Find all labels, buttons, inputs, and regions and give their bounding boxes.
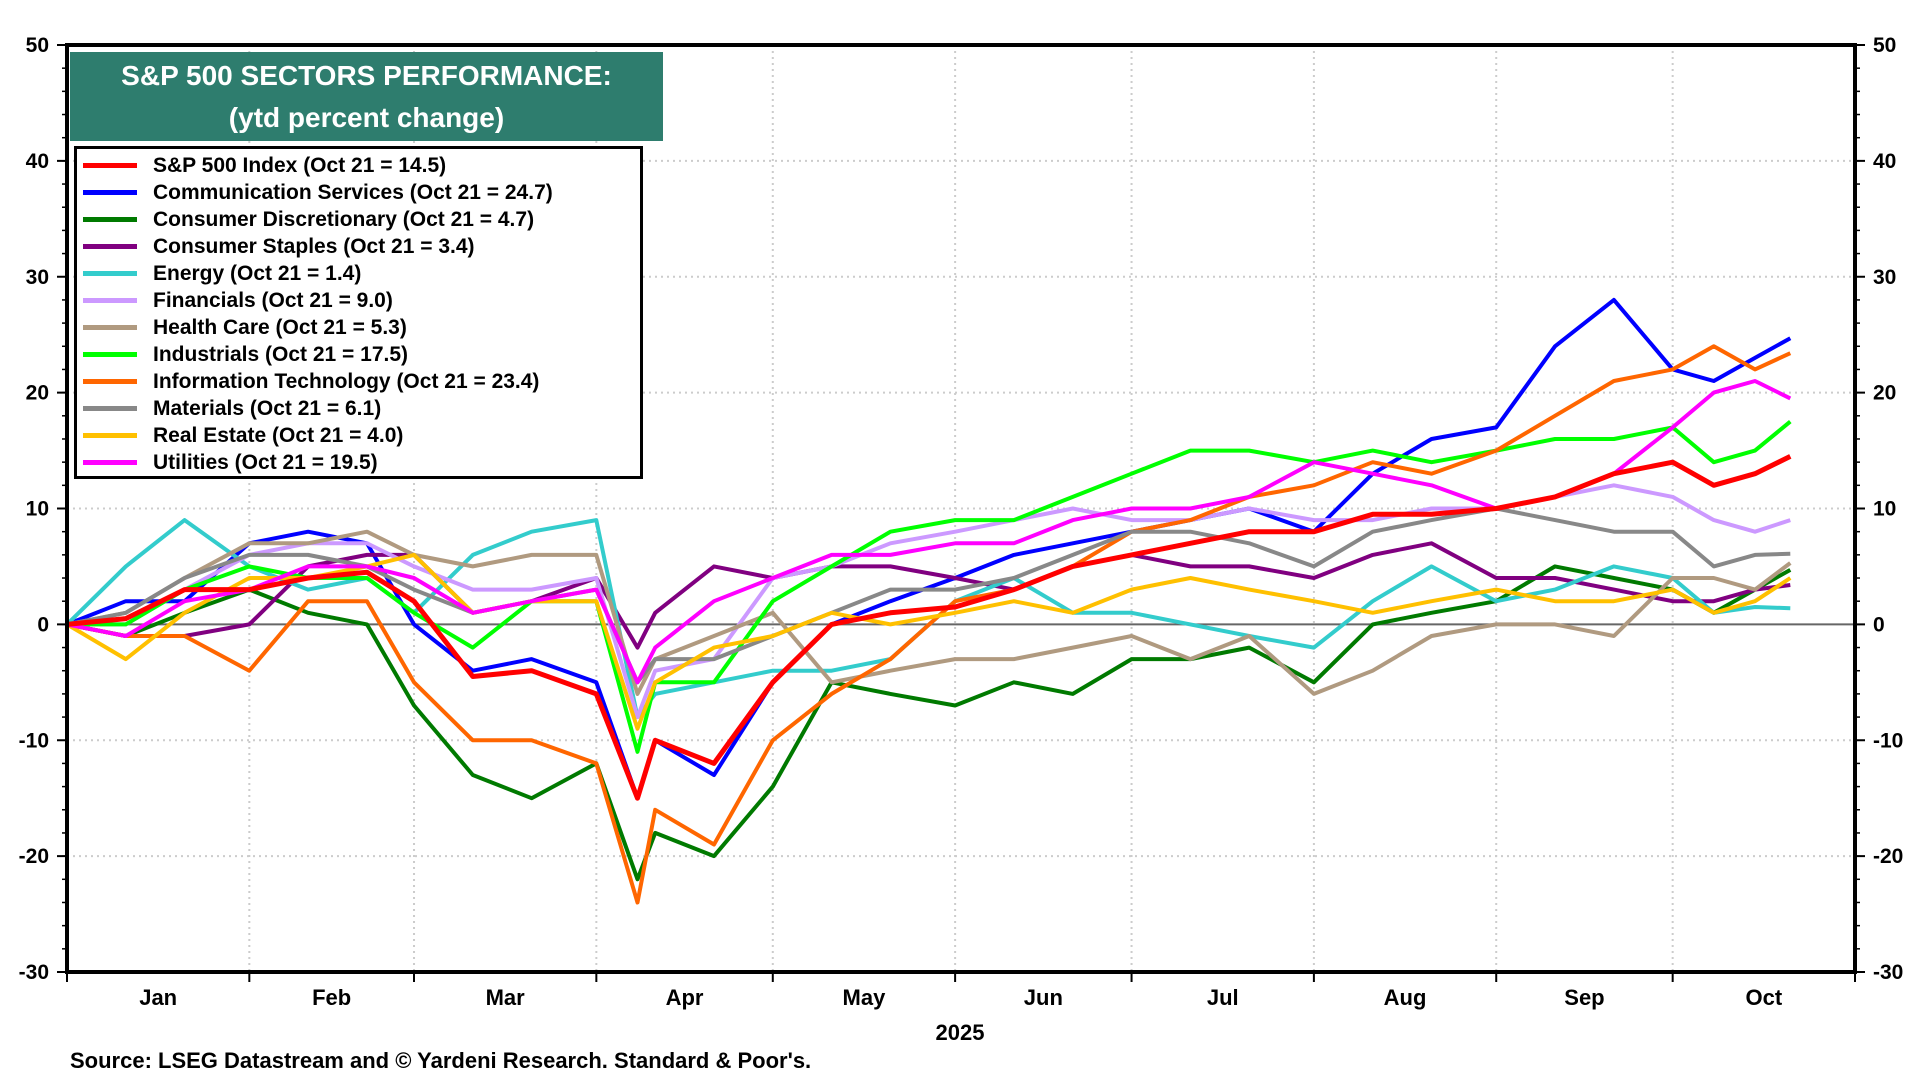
- y-tick-label-left: -30: [19, 961, 49, 984]
- legend-item: Materials (Oct 21 = 6.1): [83, 395, 640, 422]
- y-tick-label-left: -20: [19, 845, 49, 868]
- legend-swatch: [83, 190, 137, 195]
- y-tick-label-left: 40: [26, 150, 49, 173]
- legend-swatch: [83, 325, 137, 330]
- legend-swatch: [83, 433, 137, 438]
- legend-swatch: [83, 379, 137, 384]
- legend-swatch: [83, 217, 137, 222]
- legend-item: Information Technology (Oct 21 = 23.4): [83, 368, 640, 395]
- legend-swatch: [83, 460, 137, 465]
- y-tick-label-right: -10: [1873, 729, 1903, 752]
- legend-swatch: [83, 244, 137, 249]
- y-tick-label-left: 10: [26, 498, 49, 521]
- y-tick-label-right: 40: [1873, 150, 1896, 173]
- y-tick-label-left: 50: [26, 34, 49, 57]
- y-tick-label-right: 0: [1873, 613, 1885, 636]
- y-tick-label-right: -30: [1873, 961, 1903, 984]
- legend-label: Industrials (Oct 21 = 17.5): [153, 342, 409, 366]
- series-line-0: [66, 454, 1792, 801]
- legend-label: S&P 500 Index (Oct 21 = 14.5): [153, 153, 447, 177]
- legend-swatch: [83, 406, 137, 411]
- legend: S&P 500 Index (Oct 21 = 14.5) Communicati…: [74, 146, 643, 479]
- legend-label: Utilities (Oct 21 = 19.5): [153, 450, 378, 474]
- legend-swatch: [83, 298, 137, 303]
- legend-swatch: [83, 163, 137, 168]
- y-tick-label-right: -20: [1873, 845, 1903, 868]
- legend-swatch: [83, 352, 137, 357]
- legend-label: Financials (Oct 21 = 9.0): [153, 288, 393, 312]
- series-line-7: [67, 420, 1792, 754]
- legend-label: Consumer Discretionary (Oct 21 = 4.7): [153, 207, 535, 231]
- legend-item: Real Estate (Oct 21 = 4.0): [83, 422, 640, 449]
- source-note: Source: LSEG Datastream and © Yardeni Re…: [70, 1048, 812, 1073]
- chart-title-box: S&P 500 SECTORS PERFORMANCE: (ytd percen…: [70, 52, 663, 141]
- y-tick-label-right: 20: [1873, 382, 1896, 405]
- x-tick-label: Sep: [1564, 985, 1604, 1010]
- axes: 50 50 40 40 30 30 20 20 10 10 0 0 -10 -10 -20 -20 -30 -30…: [19, 34, 1904, 1010]
- legend-label: Materials (Oct 21 = 6.1): [153, 396, 382, 420]
- chart-subtitle: (ytd percent change): [228, 102, 505, 133]
- series-line-3: [66, 541, 1791, 650]
- x-axis-label: 2025: [936, 1020, 985, 1045]
- y-tick-label-left: -10: [19, 729, 49, 752]
- x-tick-label: Jan: [139, 985, 177, 1010]
- x-tick-label: Mar: [486, 985, 526, 1010]
- x-tick-label: Jun: [1024, 985, 1063, 1010]
- y-tick-label-right: 50: [1873, 34, 1896, 57]
- series-line-8: [66, 344, 1792, 905]
- chart-title: S&P 500 SECTORS PERFORMANCE:: [121, 60, 612, 91]
- legend-label: Health Care (Oct 21 = 5.3): [153, 315, 407, 339]
- legend-item: S&P 500 Index (Oct 21 = 14.5): [83, 152, 640, 179]
- legend-label: Real Estate (Oct 21 = 4.0): [153, 423, 404, 447]
- legend-label: Consumer Staples (Oct 21 = 3.4): [153, 234, 475, 258]
- legend-item: Energy (Oct 21 = 1.4): [83, 260, 640, 287]
- legend-item: Communication Services (Oct 21 = 24.7): [83, 179, 640, 206]
- plot-frame: [65, 43, 1857, 974]
- legend-label: Communication Services (Oct 21 = 24.7): [153, 180, 553, 204]
- legend-label: Information Technology (Oct 21 = 23.4): [153, 369, 540, 393]
- series-line-6: [66, 529, 1792, 696]
- y-tick-label-right: 10: [1873, 498, 1896, 521]
- y-tick-label-right: 30: [1873, 266, 1896, 289]
- legend-swatch: [83, 271, 137, 276]
- y-tick-label-left: 20: [26, 382, 49, 405]
- legend-item: Consumer Discretionary (Oct 21 = 4.7): [83, 206, 640, 233]
- x-tick-label: Oct: [1745, 985, 1782, 1010]
- legend-item: Consumer Staples (Oct 21 = 3.4): [83, 233, 640, 260]
- legend-item: Industrials (Oct 21 = 17.5): [83, 341, 640, 368]
- series-line-2: [66, 564, 1792, 882]
- series-lines: [65, 297, 1792, 905]
- x-tick-label: May: [843, 985, 887, 1010]
- legend-label: Energy (Oct 21 = 1.4): [153, 261, 362, 285]
- x-tick-label: Aug: [1384, 985, 1427, 1010]
- x-tick-label: Jul: [1207, 985, 1239, 1010]
- y-tick-label-left: 30: [26, 266, 49, 289]
- legend-item: Health Care (Oct 21 = 5.3): [83, 314, 640, 341]
- series-line-10: [65, 552, 1792, 731]
- legend-item: Financials (Oct 21 = 9.0): [83, 287, 640, 314]
- legend-item: Utilities (Oct 21 = 19.5): [83, 449, 640, 476]
- x-tick-label: Feb: [312, 985, 351, 1010]
- x-tick-label: Apr: [666, 985, 704, 1010]
- y-tick-label-left: 0: [37, 613, 49, 636]
